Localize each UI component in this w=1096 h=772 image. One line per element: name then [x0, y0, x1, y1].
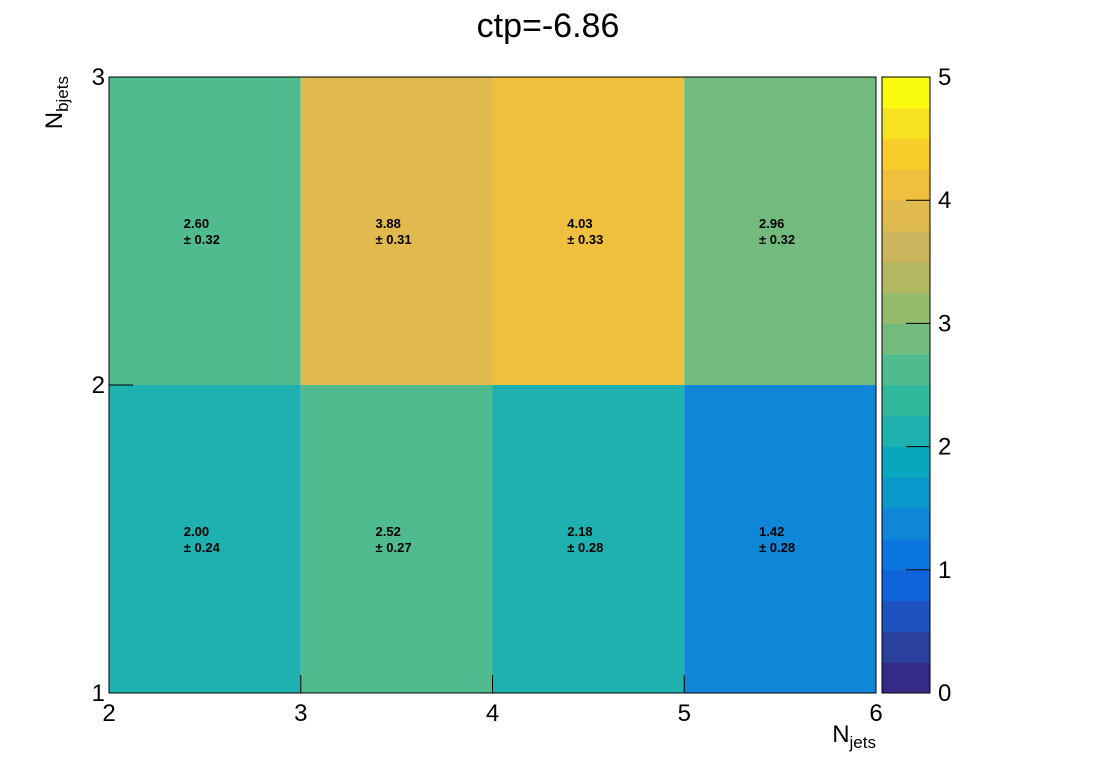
cell-value-label: 2.96	[759, 216, 784, 231]
heatmap-cell	[492, 77, 685, 385]
heatmap-cell	[109, 77, 301, 385]
cell-error-label: ± 0.27	[376, 540, 412, 555]
cell-error-label: ± 0.31	[376, 232, 412, 247]
color-scale-tick-label: 1	[938, 557, 951, 584]
heatmap-cell	[109, 385, 301, 693]
color-scale-swatch	[882, 292, 930, 324]
chart-title: ctp=-6.86	[477, 7, 620, 45]
color-scale-swatch	[882, 231, 930, 263]
y-axis: 1 2 3	[92, 64, 133, 707]
cell-value-label: 2.52	[376, 524, 401, 539]
cell-error-label: ± 0.32	[759, 232, 795, 247]
heatmap-cell	[684, 77, 876, 385]
color-scale-swatch	[882, 385, 930, 417]
x-axis-label-main: N	[832, 721, 849, 748]
color-scale-tick-label: 5	[938, 64, 951, 91]
color-scale-swatch	[882, 138, 930, 170]
y-axis-label-main: N	[41, 112, 68, 129]
color-scale-swatch	[882, 662, 930, 694]
color-scale-swatch	[882, 200, 930, 232]
cell-value-label: 3.88	[376, 216, 401, 231]
color-scale-tick-label: 0	[938, 680, 951, 707]
heatmap-cell	[300, 385, 493, 693]
x-axis: 2 3 4 5 6	[102, 675, 883, 727]
color-scale-tick-label: 2	[938, 434, 951, 461]
x-tick-label: 4	[486, 700, 499, 727]
color-scale-swatch	[882, 169, 930, 201]
y-axis-label-sub: bjets	[53, 76, 72, 112]
cell-error-label: ± 0.28	[567, 540, 603, 555]
x-tick-label: 6	[869, 700, 882, 727]
color-scale-tick-label: 4	[938, 187, 951, 214]
color-scale-swatch	[882, 446, 930, 478]
cell-value-label: 2.60	[184, 216, 209, 231]
y-tick-label: 3	[92, 64, 105, 91]
color-scale-swatch	[882, 107, 930, 140]
color-scale-swatch	[882, 569, 930, 602]
cell-error-label: ± 0.33	[567, 232, 603, 247]
color-scale-tick-label: 3	[938, 310, 951, 337]
color-scale-swatch	[882, 477, 930, 509]
heatmap-cell	[492, 385, 685, 693]
heatmap-cells	[109, 77, 876, 693]
color-scale-swatch	[882, 354, 930, 386]
x-axis-label-sub: jets	[849, 733, 876, 752]
color-scale-swatch	[882, 508, 930, 540]
x-tick-label: 5	[678, 700, 691, 727]
cell-value-label: 2.00	[184, 524, 209, 539]
cell-value-label: 4.03	[567, 216, 592, 231]
y-tick-label: 1	[92, 680, 105, 707]
x-tick-label: 2	[102, 700, 115, 727]
cell-value-label: 1.42	[759, 524, 784, 539]
color-scale-swatch	[882, 323, 930, 355]
cell-error-label: ± 0.24	[184, 540, 221, 555]
heatmap-cell	[684, 385, 876, 693]
cell-labels: 2.00± 0.242.52± 0.272.18± 0.281.42± 0.28…	[184, 216, 795, 555]
cell-value-label: 2.18	[567, 524, 592, 539]
y-axis-label: Nbjets	[41, 76, 72, 129]
color-scale-swatch	[882, 415, 930, 448]
color-scale-swatch	[882, 600, 930, 632]
color-scale-swatch	[882, 77, 930, 109]
x-axis-label: Njets	[832, 721, 876, 752]
cell-error-label: ± 0.28	[759, 540, 795, 555]
color-scale-swatch	[882, 261, 930, 294]
y-tick-label: 2	[92, 372, 105, 399]
color-scale-swatch	[882, 539, 930, 571]
heatmap-cell	[300, 77, 493, 385]
cell-error-label: ± 0.32	[184, 232, 220, 247]
color-scale: 0 1 2 3 4 5	[881, 64, 951, 707]
color-scale-swatch	[882, 631, 930, 663]
x-tick-label: 3	[294, 700, 307, 727]
